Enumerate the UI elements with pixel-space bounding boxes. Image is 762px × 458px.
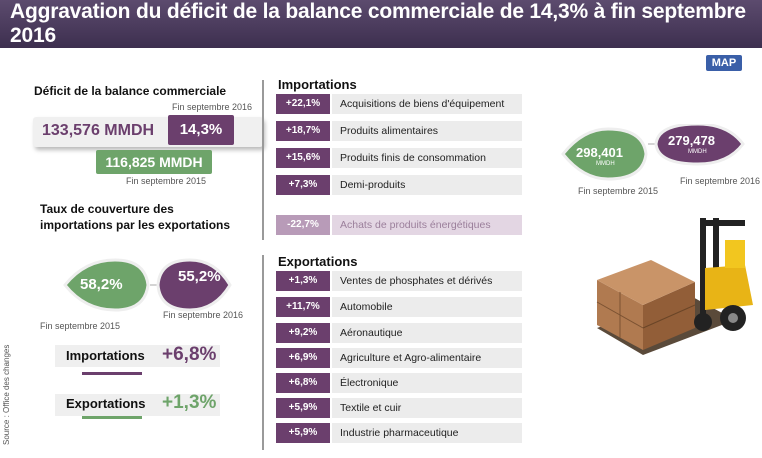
coverage-heading-line2: importations par les exportations — [40, 218, 231, 232]
imports-row: +15,6% Produits finis de consommation — [276, 148, 522, 168]
imports-row-pct: +18,7% — [276, 121, 330, 141]
imports-row: +22,1% Acquisitions de biens d'équipemen… — [276, 94, 522, 114]
box-top — [597, 260, 695, 305]
imports-negative-row: -22,7% Achats de produits énergétiques — [276, 215, 522, 235]
exports-drop-2015 — [561, 127, 648, 181]
exports-summary-box — [55, 394, 220, 416]
exports-amount-drops — [561, 124, 745, 181]
exports-row: +1,3% Ventes de phosphates et dérivés — [276, 271, 522, 291]
exports-row-pct: +5,9% — [276, 423, 330, 443]
exports-label-2016: Fin septembre 2016 — [680, 176, 761, 186]
drop-2015-shape — [63, 258, 150, 312]
source-note: Source : Office des changes — [2, 344, 11, 445]
coverage-value-2016: 55,2% — [178, 268, 221, 285]
page-title: Aggravation du déficit de la balance com… — [0, 0, 762, 48]
imports-divider — [262, 80, 264, 240]
imports-summary-label: Importations — [66, 348, 145, 363]
forklift-wheel — [694, 313, 712, 331]
coverage-label-2015: Fin septembre 2015 — [40, 321, 121, 331]
coverage-heading-line1: Taux de couverture des — [40, 202, 174, 216]
deficit-amount-2016: 133,576 MMDH — [42, 122, 155, 139]
imports-heading: Importations — [278, 77, 357, 92]
exports-row: +11,7% Automobile — [276, 297, 522, 317]
exports-row: +9,2% Aéronautique — [276, 323, 522, 343]
exports-value-2015: 298,401 — [576, 145, 623, 160]
imports-row: +18,7% Produits alimentaires — [276, 121, 522, 141]
deficit-label-2015: Fin septembre 2015 — [126, 176, 207, 186]
exports-row-pct: +5,9% — [276, 398, 330, 418]
box-seam — [642, 304, 696, 329]
coverage-label-2016: Fin septembre 2016 — [163, 310, 244, 320]
exports-unit-2016: MMDH — [688, 149, 707, 155]
imports-row-label: Produits alimentaires — [330, 121, 522, 141]
forklift-body — [705, 265, 753, 310]
deficit-heading: Déficit de la balance commerciale — [34, 84, 227, 98]
exports-row-label: Automobile — [330, 297, 522, 317]
exports-row-pct: +11,7% — [276, 297, 330, 317]
forklift-mast — [713, 218, 719, 308]
exports-unit-2015: MMDH — [596, 161, 615, 167]
drop-2016-shape — [156, 258, 232, 312]
imports-summary-value: +6,8% — [162, 344, 217, 365]
imports-row-pct: +15,6% — [276, 148, 330, 168]
imports-negative-label: Achats de produits énergétiques — [330, 215, 522, 235]
imports-row-label: Produits finis de consommation — [330, 148, 522, 168]
coverage-value-2015: 58,2% — [80, 276, 123, 293]
exports-heading: Exportations — [278, 254, 358, 269]
exports-row-label: Agriculture et Agro-alimentaire — [330, 348, 522, 368]
exports-row-pct: +9,2% — [276, 323, 330, 343]
map-logo: MAP — [706, 55, 742, 71]
deficit-pct-2016: 14,3% — [168, 115, 234, 145]
exports-row-label: Ventes de phosphates et dérivés — [330, 271, 522, 291]
exports-summary-label: Exportations — [66, 396, 146, 411]
forklift-seat — [725, 240, 745, 268]
imports-summary-box — [55, 345, 220, 367]
exports-summary-value: +1,3% — [162, 392, 217, 413]
imports-summary-underline — [82, 372, 142, 375]
deficit-amount-2015: 116,825 MMDH — [96, 150, 212, 174]
exports-row-pct: +1,3% — [276, 271, 330, 291]
forklift-illustration — [596, 218, 753, 355]
exports-label-2015: Fin septembre 2015 — [578, 186, 659, 196]
exports-row: +5,9% Textile et cuir — [276, 398, 522, 418]
forklift-mast — [700, 218, 706, 323]
imports-row: +7,3% Demi-produits — [276, 175, 522, 195]
exports-divider — [262, 255, 264, 450]
coverage-drops — [63, 258, 232, 312]
box-seam — [596, 301, 644, 329]
exports-row: +6,9% Agriculture et Agro-alimentaire — [276, 348, 522, 368]
exports-row: +6,8% Électronique — [276, 373, 522, 393]
exports-row-label: Aéronautique — [330, 323, 522, 343]
exports-summary-underline — [82, 416, 142, 419]
imports-row-label: Acquisitions de biens d'équipement — [330, 94, 522, 114]
exports-row-pct: +6,9% — [276, 348, 330, 368]
imports-row-label: Demi-produits — [330, 175, 522, 195]
exports-row: +5,9% Industrie pharmaceutique — [276, 423, 522, 443]
exports-value-2016: 279,478 — [668, 133, 715, 148]
imports-negative-pct: -22,7% — [276, 215, 330, 235]
exports-row-pct: +6,8% — [276, 373, 330, 393]
imports-row-pct: +7,3% — [276, 175, 330, 195]
exports-row-label: Textile et cuir — [330, 398, 522, 418]
exports-row-label: Électronique — [330, 373, 522, 393]
forklift-roof — [703, 220, 745, 226]
exports-drop-2016 — [654, 124, 745, 166]
imports-row-pct: +22,1% — [276, 94, 330, 114]
exports-row-label: Industrie pharmaceutique — [330, 423, 522, 443]
forklift-hub — [728, 313, 738, 323]
deficit-label-2016: Fin septembre 2016 — [172, 102, 253, 112]
